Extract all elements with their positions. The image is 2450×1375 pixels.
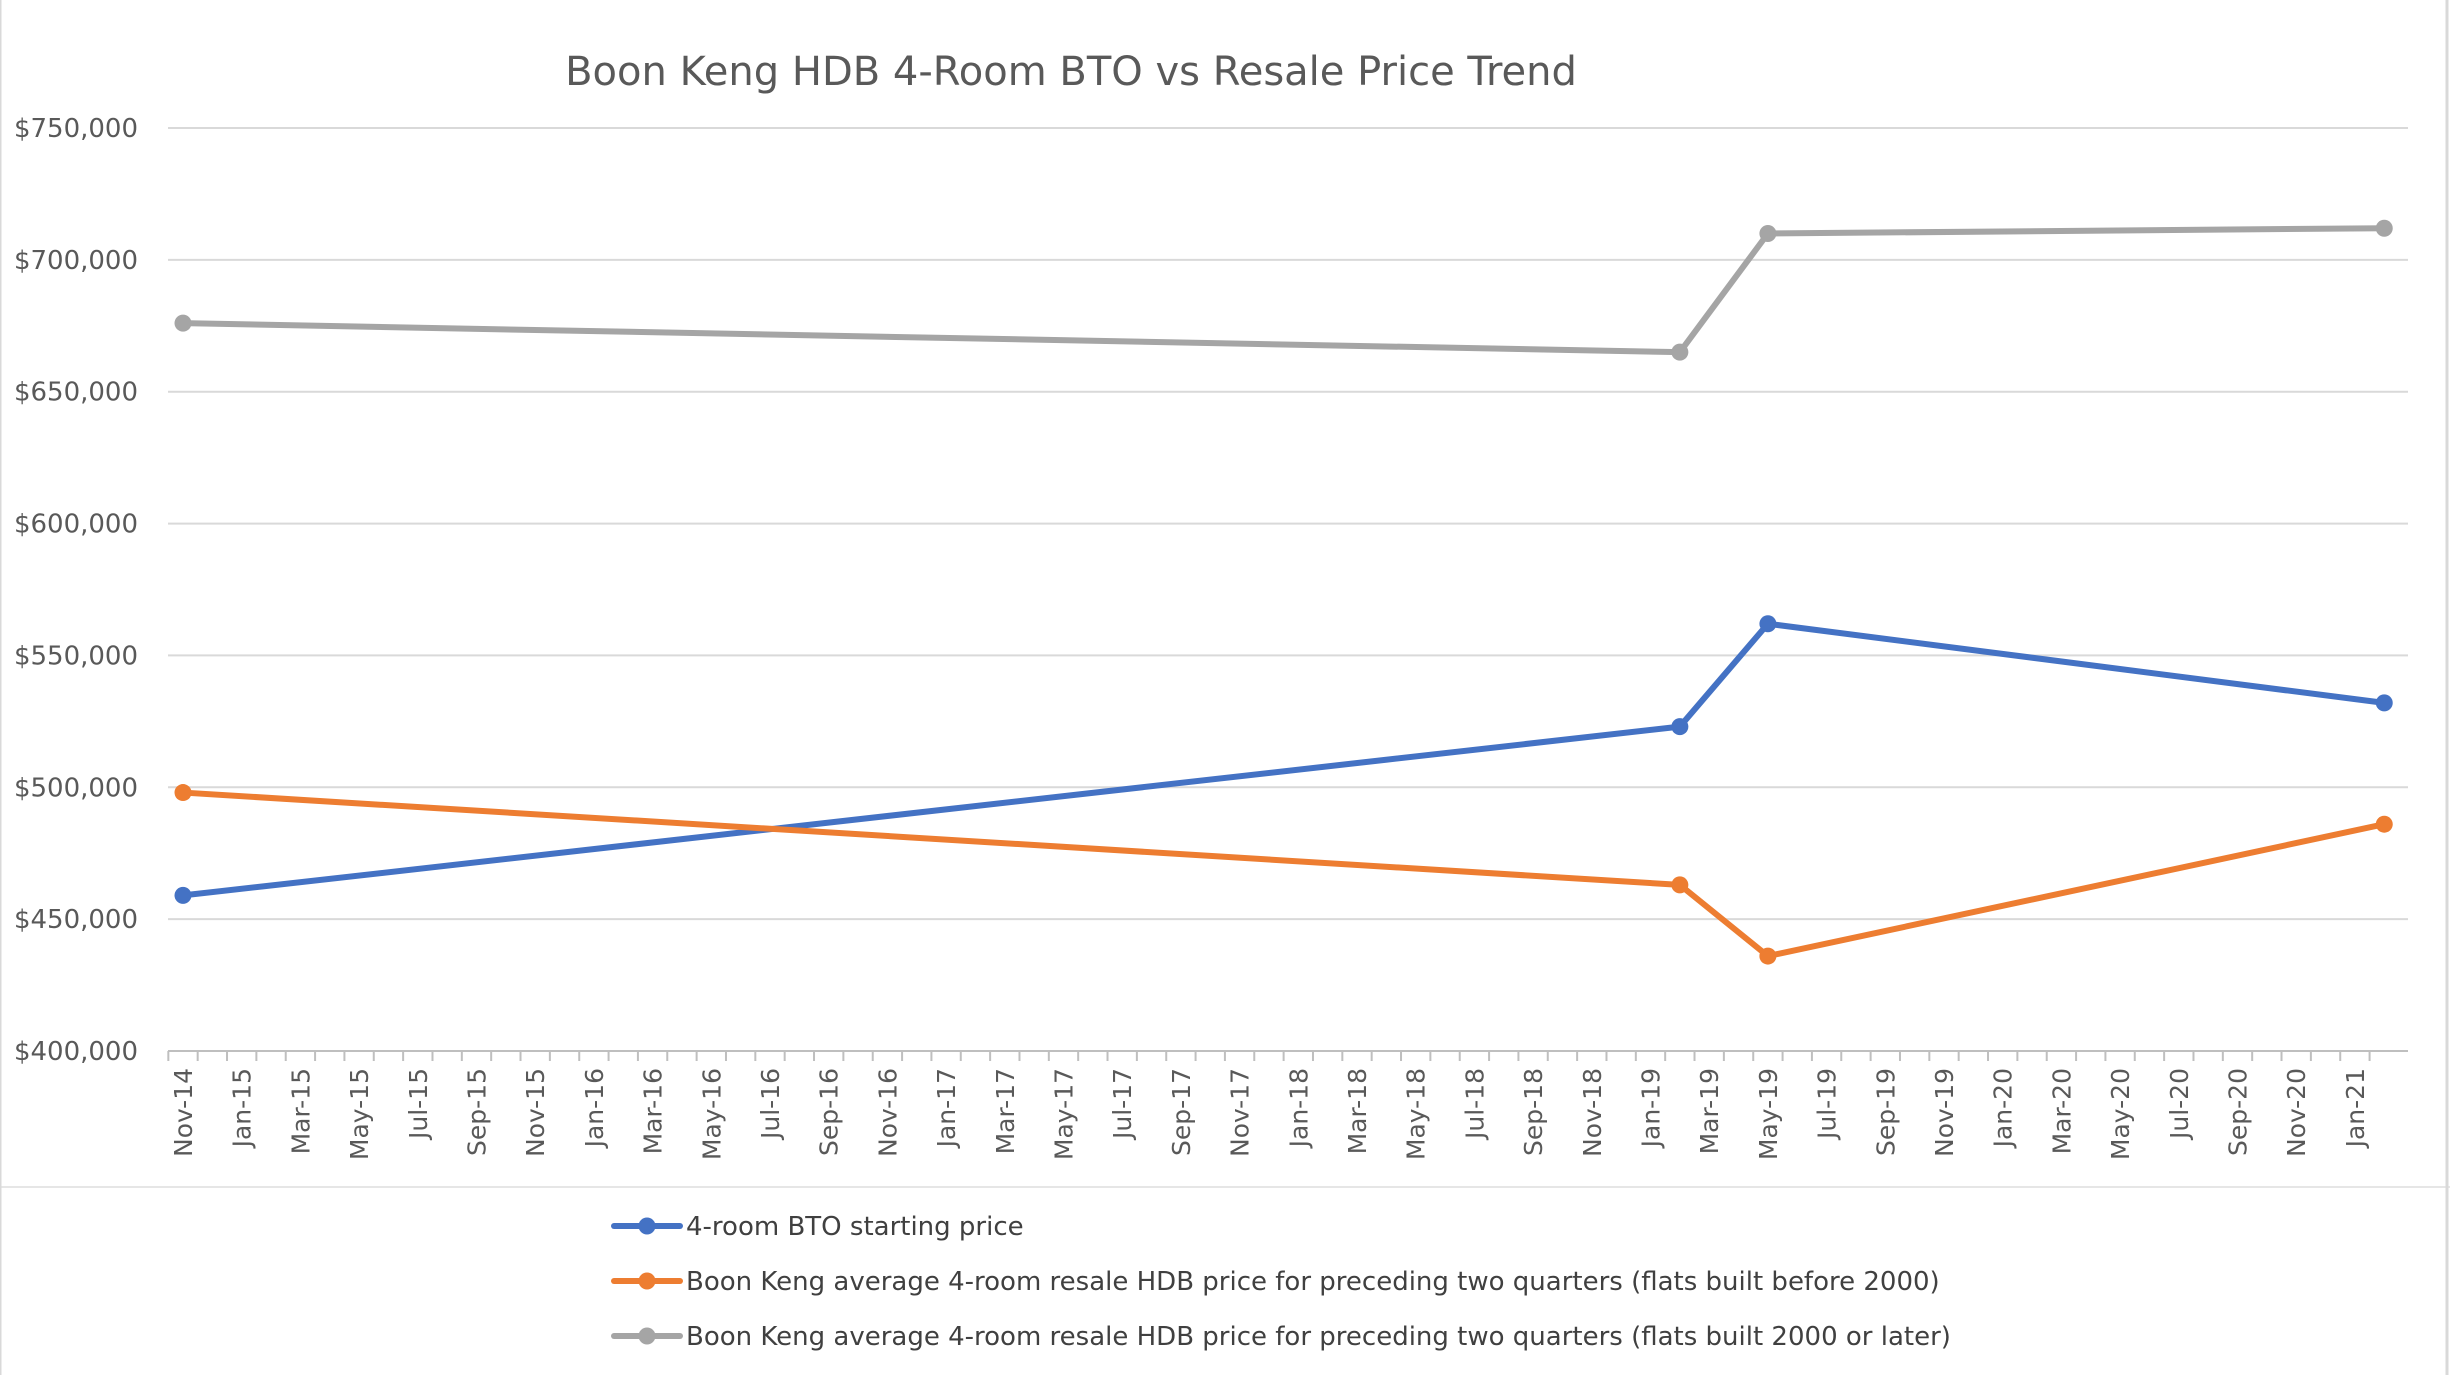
series-line xyxy=(180,789,2388,960)
y-tick-label: $550,000 xyxy=(14,641,138,671)
x-tick-label: Nov-19 xyxy=(1930,1068,1959,1157)
data-point xyxy=(2375,219,2393,237)
x-tick-label: Jan-20 xyxy=(1989,1068,2018,1149)
x-tick-label: Jan-21 xyxy=(2341,1068,2370,1149)
x-tick-label: Jan-16 xyxy=(580,1068,609,1149)
y-gridlines xyxy=(168,127,2408,921)
data-point xyxy=(174,886,192,904)
data-point xyxy=(1671,718,1689,736)
x-tick-label: May-16 xyxy=(697,1068,726,1160)
legend-label: Boon Keng average 4-room resale HDB pric… xyxy=(686,1322,1951,1352)
x-tick-label: May-20 xyxy=(2106,1068,2135,1160)
legend-item: Boon Keng average 4-room resale HDB pric… xyxy=(611,1322,1951,1352)
series-1 xyxy=(174,615,2393,904)
y-tick-label: $650,000 xyxy=(14,378,138,408)
legend-item: 4-room BTO starting price xyxy=(611,1212,1024,1242)
legend-label: Boon Keng average 4-room resale HDB pric… xyxy=(686,1267,1940,1297)
x-tick-label: Mar-19 xyxy=(1695,1068,1724,1154)
y-tick-label: $600,000 xyxy=(14,510,138,540)
x-tick-label: Sep-18 xyxy=(1519,1068,1548,1156)
x-tick-label: Jul-20 xyxy=(2165,1068,2194,1141)
data-point xyxy=(174,784,192,802)
x-tick-label: Nov-20 xyxy=(2282,1068,2311,1157)
x-tick-label: Sep-20 xyxy=(2224,1068,2253,1156)
legend-label: 4-room BTO starting price xyxy=(686,1212,1024,1242)
data-point xyxy=(1759,615,1777,633)
data-point xyxy=(1759,947,1777,965)
y-tick-label: $400,000 xyxy=(14,1037,138,1067)
x-tick-label: Mar-16 xyxy=(639,1068,668,1154)
x-tick-label: Mar-20 xyxy=(2047,1068,2076,1154)
legend-marker xyxy=(638,1327,656,1345)
x-tick-label: Mar-15 xyxy=(286,1068,315,1154)
x-tick-label: Jan-17 xyxy=(932,1068,961,1149)
x-tick-label: Nov-17 xyxy=(1226,1068,1255,1157)
x-tick-label: Jul-15 xyxy=(404,1068,433,1141)
series-line xyxy=(180,225,2388,356)
x-tick-label: Jul-18 xyxy=(1460,1068,1489,1141)
x-axis-ticks: Nov-14 Jan-15 Mar-15 May-15 Jul-15 Sep-15 Nov-… xyxy=(169,1068,2370,1160)
data-point xyxy=(2375,694,2393,712)
x-tick-label: Nov-14 xyxy=(169,1068,198,1157)
data-point xyxy=(1671,343,1689,361)
data-point xyxy=(174,314,192,332)
series-2 xyxy=(174,784,2393,965)
data-point xyxy=(1671,876,1689,894)
x-tick-label: Jan-18 xyxy=(1284,1068,1313,1149)
x-tick-label: Sep-17 xyxy=(1167,1068,1196,1156)
x-tick-label: Mar-18 xyxy=(1343,1068,1372,1154)
series-3 xyxy=(174,219,2393,361)
y-tick-label: $450,000 xyxy=(14,905,138,935)
legend-item: Boon Keng average 4-room resale HDB pric… xyxy=(611,1267,1940,1297)
x-tick-label: Nov-15 xyxy=(521,1068,550,1157)
x-axis xyxy=(167,1050,2408,1061)
series-line xyxy=(180,620,2388,899)
x-tick-label: Jul-16 xyxy=(756,1068,785,1141)
legend: 4-room BTO starting price Boon Keng avera… xyxy=(611,1212,1951,1352)
x-tick-label: May-17 xyxy=(1050,1068,1079,1160)
data-point xyxy=(2375,815,2393,833)
x-tick-label: Jul-17 xyxy=(1108,1068,1137,1141)
legend-marker xyxy=(638,1272,656,1290)
x-tick-label: Mar-17 xyxy=(991,1068,1020,1154)
x-tick-label: Sep-19 xyxy=(1871,1068,1900,1156)
x-tick-label: May-18 xyxy=(1402,1068,1431,1160)
chart-title: Boon Keng HDB 4-Room BTO vs Resale Price… xyxy=(565,49,1577,95)
legend-marker xyxy=(638,1217,656,1235)
x-tick-label: Sep-16 xyxy=(815,1068,844,1156)
x-tick-label: May-19 xyxy=(1754,1068,1783,1160)
y-tick-label: $750,000 xyxy=(14,114,138,144)
x-tick-label: Sep-15 xyxy=(463,1068,492,1156)
y-axis-ticks: $400,000 $450,000 $500,000 $550,000 $600,000… xyxy=(14,114,138,1067)
y-tick-label: $700,000 xyxy=(14,246,138,276)
x-tick-label: Jan-15 xyxy=(228,1068,257,1149)
y-tick-label: $500,000 xyxy=(14,773,138,803)
x-tick-label: Nov-16 xyxy=(873,1068,902,1157)
x-tick-label: Nov-18 xyxy=(1578,1068,1607,1157)
x-tick-label: Jul-19 xyxy=(1813,1068,1842,1141)
x-tick-label: Jan-19 xyxy=(1637,1068,1666,1149)
series-lines xyxy=(174,219,2393,965)
x-tick-label: May-15 xyxy=(345,1068,374,1160)
data-point xyxy=(1759,224,1777,242)
